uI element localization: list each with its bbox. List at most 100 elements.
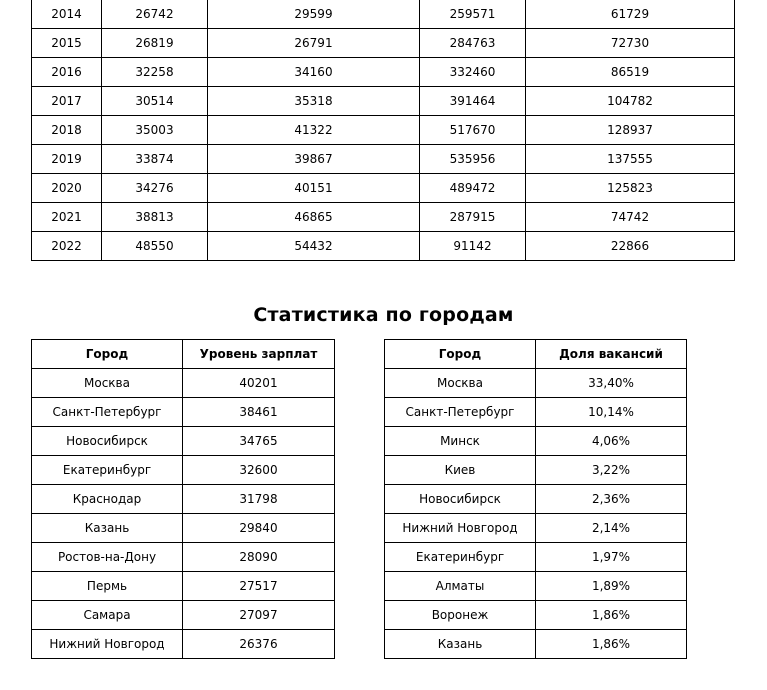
salary-cell: 31798 (182, 484, 335, 514)
table-cell: 54432 (207, 231, 420, 261)
city-cell: Пермь (31, 571, 183, 601)
city-cell: Алматы (384, 571, 536, 601)
year-cell: 2017 (31, 86, 102, 116)
city-cell: Самара (31, 600, 183, 630)
table-cell: 35003 (101, 115, 208, 145)
city-cell: Екатеринбург (384, 542, 536, 572)
table-row: Киев 3,22% (384, 455, 687, 485)
vacancy-share-cell: 2,14% (535, 513, 687, 543)
table-row: Воронеж 1,86% (384, 600, 687, 630)
salary-cell: 40201 (182, 368, 335, 398)
table-row: 2021 38813 46865 287915 74742 (31, 202, 735, 232)
table-cell: 22866 (525, 231, 735, 261)
table-cell: 32258 (101, 57, 208, 87)
table-row: 2022 48550 54432 91142 22866 (31, 231, 735, 261)
table-row: Новосибирск 34765 (31, 426, 335, 456)
table-cell: 38813 (101, 202, 208, 232)
city-cell: Санкт-Петербург (31, 397, 183, 427)
table-cell: 104782 (525, 86, 735, 116)
city-cell: Киев (384, 455, 536, 485)
year-cell: 2019 (31, 144, 102, 174)
city-cell: Минск (384, 426, 536, 456)
salary-cell: 34765 (182, 426, 335, 456)
vacancy-share-cell: 4,06% (535, 426, 687, 456)
table-cell: 259571 (419, 0, 526, 29)
city-cell: Воронеж (384, 600, 536, 630)
table-row: Новосибирск 2,36% (384, 484, 687, 514)
table-row: Москва 40201 (31, 368, 335, 398)
table-cell: 35318 (207, 86, 420, 116)
table-cell: 72730 (525, 28, 735, 58)
table-cell: 29599 (207, 0, 420, 29)
table-cell: 86519 (525, 57, 735, 87)
table-row: Нижний Новгород 2,14% (384, 513, 687, 543)
table-cell: 30514 (101, 86, 208, 116)
city-cell: Екатеринбург (31, 455, 183, 485)
table-cell: 332460 (419, 57, 526, 87)
table-cell: 489472 (419, 173, 526, 203)
city-cell: Казань (31, 513, 183, 543)
city-cell: Ростов-на-Дону (31, 542, 183, 572)
table-cell: 34276 (101, 173, 208, 203)
table-cell: 48550 (101, 231, 208, 261)
city-cell: Краснодар (31, 484, 183, 514)
vacancy-share-cell: 10,14% (535, 397, 687, 427)
vacancy-share-cell: 1,97% (535, 542, 687, 572)
year-cell: 2016 (31, 57, 102, 87)
table-row: 2018 35003 41322 517670 128937 (31, 115, 735, 145)
column-header-salary: Уровень зарплат (182, 339, 335, 369)
year-cell: 2020 (31, 173, 102, 203)
table-cell: 46865 (207, 202, 420, 232)
city-cell: Новосибирск (384, 484, 536, 514)
table-row: Санкт-Петербург 38461 (31, 397, 335, 427)
table-row: Пермь 27517 (31, 571, 335, 601)
table-cell: 40151 (207, 173, 420, 203)
table-row: Минск 4,06% (384, 426, 687, 456)
table-row: Самара 27097 (31, 600, 335, 630)
table-row: Казань 1,86% (384, 629, 687, 659)
salary-cell: 32600 (182, 455, 335, 485)
city-cell: Нижний Новгород (384, 513, 536, 543)
table-cell: 26791 (207, 28, 420, 58)
column-header-vacancy-share: Доля вакансий (535, 339, 687, 369)
year-statistics-table: 2014 26742 29599 259571 61729 2015 26819… (31, 0, 735, 261)
table-cell: 39867 (207, 144, 420, 174)
salary-cell: 27517 (182, 571, 335, 601)
vacancy-share-cell: 3,22% (535, 455, 687, 485)
section-title: Статистика по городам (253, 304, 514, 326)
table-cell: 284763 (419, 28, 526, 58)
column-header-city: Город (31, 339, 183, 369)
year-cell: 2021 (31, 202, 102, 232)
vacancy-share-cell: 1,89% (535, 571, 687, 601)
table-row: 2014 26742 29599 259571 61729 (31, 0, 735, 29)
city-cell: Москва (31, 368, 183, 398)
table-row: 2020 34276 40151 489472 125823 (31, 173, 735, 203)
table-cell: 74742 (525, 202, 735, 232)
city-cell: Казань (384, 629, 536, 659)
table-cell: 26819 (101, 28, 208, 58)
table-row: Москва 33,40% (384, 368, 687, 398)
vacancy-share-cell: 33,40% (535, 368, 687, 398)
salary-by-city-table: Город Уровень зарплат Москва 40201 Санкт-… (31, 339, 335, 659)
table-row: Нижний Новгород 26376 (31, 629, 335, 659)
table-cell: 137555 (525, 144, 735, 174)
table-row: Екатеринбург 32600 (31, 455, 335, 485)
salary-cell: 28090 (182, 542, 335, 572)
table-row: 2016 32258 34160 332460 86519 (31, 57, 735, 87)
city-cell: Санкт-Петербург (384, 397, 536, 427)
table-cell: 41322 (207, 115, 420, 145)
table-header-row: Город Доля вакансий (384, 339, 687, 369)
table-cell: 125823 (525, 173, 735, 203)
salary-cell: 38461 (182, 397, 335, 427)
table-row: 2019 33874 39867 535956 137555 (31, 144, 735, 174)
city-cell: Новосибирск (31, 426, 183, 456)
table-cell: 26742 (101, 0, 208, 29)
table-row: 2015 26819 26791 284763 72730 (31, 28, 735, 58)
vacancy-share-cell: 2,36% (535, 484, 687, 514)
table-header-row: Город Уровень зарплат (31, 339, 335, 369)
year-cell: 2018 (31, 115, 102, 145)
table-cell: 33874 (101, 144, 208, 174)
vacancy-share-cell: 1,86% (535, 629, 687, 659)
table-cell: 128937 (525, 115, 735, 145)
salary-cell: 27097 (182, 600, 335, 630)
